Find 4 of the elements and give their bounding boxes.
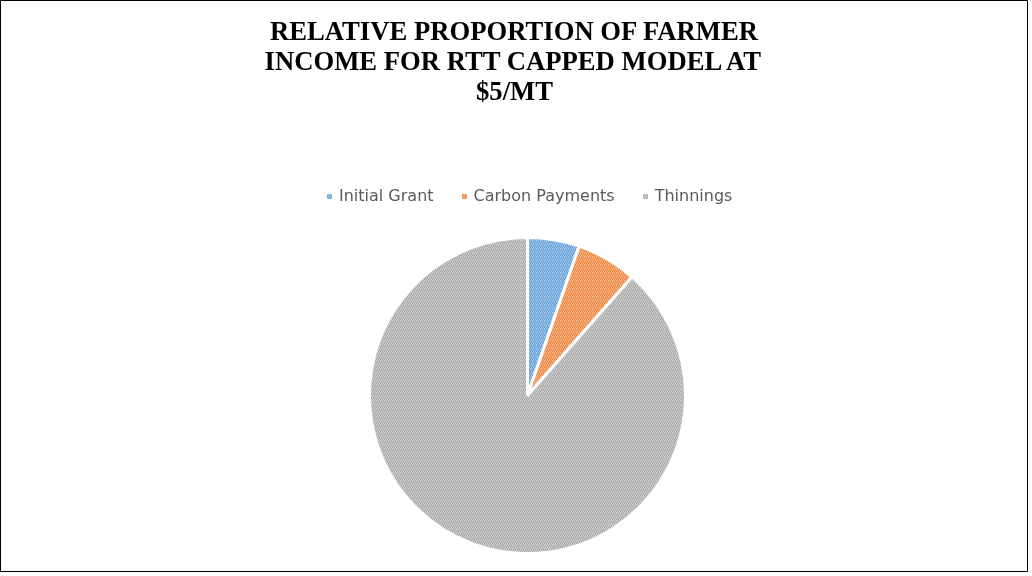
legend-label: Initial Grant [339,186,434,205]
chart-title: RELATIVE PROPORTION OF FARMER INCOME FOR RTT CAPPED MODEL AT $5/MT [264,15,762,106]
legend-label: Thinnings [654,186,733,205]
legend-label: Carbon Payments [473,186,615,205]
